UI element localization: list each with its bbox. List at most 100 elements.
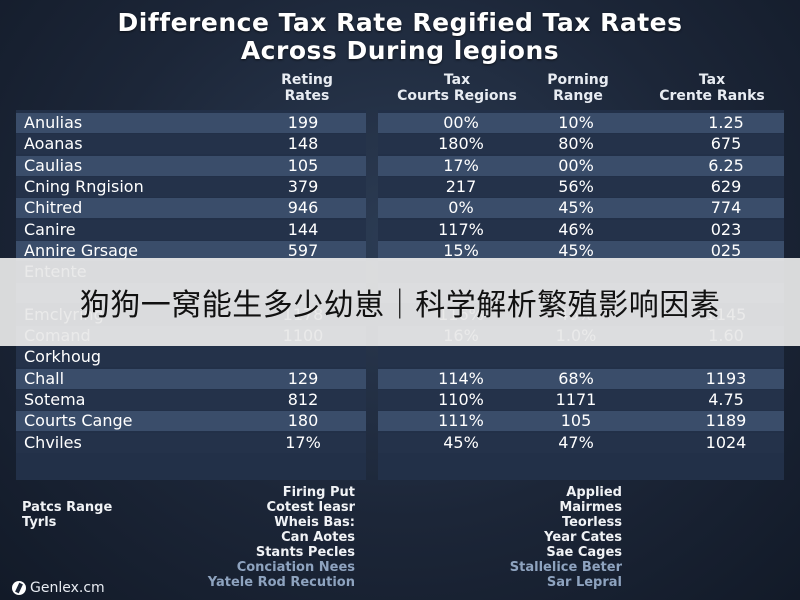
table-cell: 110%	[438, 389, 484, 409]
table-row: Cning Rngision 379 217 56% 629	[16, 176, 784, 197]
row-label: Cning Rngision	[24, 176, 144, 196]
footer-middle-notes: Firing Put Cotest Ieasr Wheis Bas: Can A…	[170, 485, 355, 590]
table-cell: 00%	[558, 155, 594, 175]
table-cell: 180%	[438, 134, 484, 154]
row-label: Annire Grsage	[24, 240, 138, 260]
row-band	[16, 368, 366, 389]
footer-line: Firing Put	[282, 485, 355, 500]
table-cell: 6.25	[708, 155, 744, 175]
brand-name: Genlex.cm	[30, 580, 105, 596]
column-header-line: Reting	[281, 72, 333, 88]
row-band	[378, 240, 784, 261]
table-cell: 17%	[285, 432, 321, 452]
column-header-line: Tax	[443, 72, 471, 88]
row-band	[378, 219, 784, 240]
footer-line: Stants Pecles	[255, 545, 355, 560]
table-row: Chviles 17% 45% 47% 1024	[16, 432, 784, 453]
table-cell: 105	[287, 155, 319, 175]
table-cell: 45%	[558, 198, 594, 218]
column-header-line: Crente Ranks	[659, 88, 765, 104]
row-band	[16, 432, 366, 453]
column-header-tax-crente-ranks: Tax Crente Ranks	[642, 72, 782, 104]
row-band	[16, 240, 366, 261]
row-band	[378, 347, 784, 368]
row-band	[16, 176, 366, 197]
footer-line: Teorless	[561, 515, 622, 530]
table-row: Anulias 199 00% 10% 1.25	[16, 113, 784, 133]
table-cell: 117%	[438, 219, 484, 239]
table-row: Caulias 105 17% 00% 6.25	[16, 155, 784, 176]
row-band	[16, 113, 366, 133]
table-cell: 114%	[438, 368, 484, 388]
table-cell: 46%	[558, 219, 594, 239]
table-cell: 148	[287, 134, 319, 154]
chart-title-line-2: Across During legions	[240, 36, 560, 65]
brand-logo-icon	[12, 581, 26, 595]
table-cell: 379	[287, 176, 319, 196]
table-cell: 144	[287, 219, 319, 239]
footer-line: Stallelice Beter	[509, 560, 622, 575]
row-band	[378, 368, 784, 389]
column-header-line: Tax	[698, 72, 726, 88]
table-cell: 15%	[443, 240, 479, 260]
row-band	[378, 113, 784, 133]
column-header-line: Porning	[547, 72, 609, 88]
row-label: Corkhoug	[24, 347, 102, 367]
table-cell: 023	[710, 219, 742, 239]
table-row: Corkhoug	[16, 347, 784, 368]
table-cell: 10%	[558, 113, 594, 132]
column-header-line: Courts Regions	[397, 88, 517, 104]
row-band	[378, 432, 784, 453]
table-cell: 629	[710, 176, 742, 196]
footer-line: Cotest Ieasr	[266, 500, 355, 515]
column-header-line: Range	[553, 88, 603, 104]
overlay-banner: 狗狗一窝能生多少幼崽｜科学解析繁殖影响因素	[0, 258, 800, 346]
row-band	[378, 134, 784, 155]
row-band	[16, 411, 366, 432]
footer-line: Mairmes	[559, 500, 622, 515]
row-band	[378, 389, 784, 410]
table-row: Chall 129 114% 68% 1193	[16, 368, 784, 389]
row-label: Courts Cange	[24, 411, 133, 431]
row-band	[16, 155, 366, 176]
table-cell: 217	[445, 176, 477, 196]
table-cell: 1.25	[708, 113, 744, 132]
table-cell: 774	[710, 198, 742, 218]
column-header-porning-range: Porning Range	[528, 72, 628, 104]
brand-watermark: Genlex.cm	[12, 580, 105, 596]
chart-title-line-1: Difference Tax Rate Regified Tax Rates	[117, 8, 683, 37]
table-row: Canire 144 117% 46% 023	[16, 219, 784, 240]
table-row: Annire Grsage 597 15% 45% 025	[16, 240, 784, 261]
table-cell: 45%	[443, 432, 479, 452]
table-cell: 17%	[443, 155, 479, 175]
column-header-line: Rates	[284, 88, 330, 104]
footer-line: Wheis Bas:	[274, 515, 355, 530]
table-cell: 597	[287, 240, 319, 260]
footer-line: Patcs Range	[22, 500, 113, 515]
table-cell: 105	[560, 411, 592, 431]
row-band	[378, 176, 784, 197]
table-cell: 111%	[438, 411, 484, 431]
row-band	[16, 389, 366, 410]
footer-left-label: Patcs Range Tyrls	[22, 500, 112, 530]
row-band	[16, 347, 366, 368]
row-band	[378, 198, 784, 219]
row-label: Chitred	[24, 198, 83, 218]
row-band	[16, 198, 366, 219]
table-cell: 47%	[558, 432, 594, 452]
table-cell: 1171	[555, 389, 597, 409]
row-band	[16, 134, 366, 155]
table-cell: 0%	[448, 198, 474, 218]
table-cell: 812	[287, 389, 319, 409]
row-band	[378, 155, 784, 176]
footer-line: Sar Lepral	[546, 575, 622, 590]
footer-line: Applied	[566, 485, 622, 500]
footer-line: Year Cates	[544, 530, 622, 545]
row-band	[16, 219, 366, 240]
table-cell: 180	[287, 411, 319, 431]
footer-line: Sae Cages	[546, 545, 622, 560]
table-cell: 1024	[705, 432, 747, 452]
table-cell: 025	[710, 240, 742, 260]
footer-line: Can Aotes	[281, 530, 355, 545]
table-cell: 946	[287, 198, 319, 218]
